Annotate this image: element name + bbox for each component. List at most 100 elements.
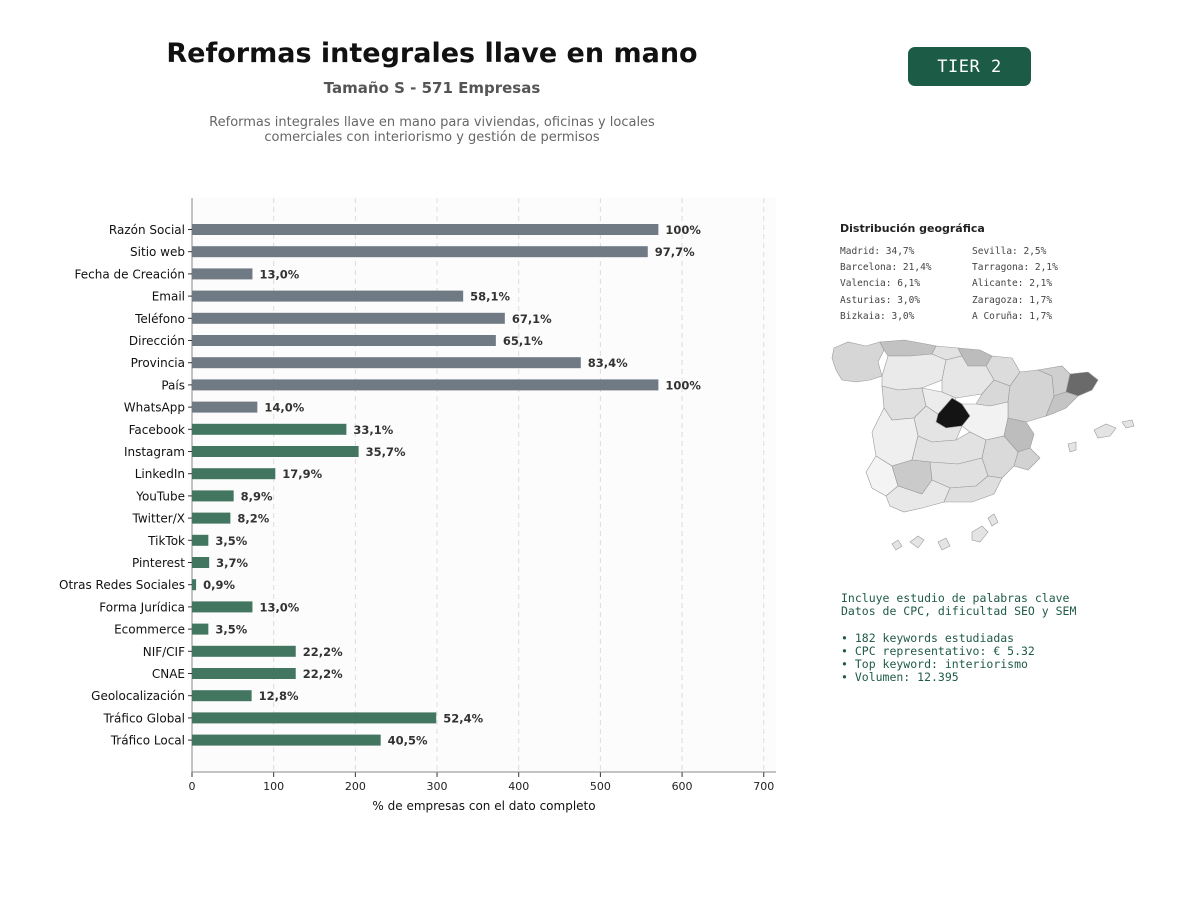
data-label: 35,7% [366, 445, 406, 459]
y-tick-label: LinkedIn [135, 467, 185, 481]
y-tick-label: Dirección [129, 334, 185, 348]
bar [192, 512, 231, 524]
data-label: 40,5% [388, 734, 428, 748]
bar [192, 579, 197, 591]
bar [192, 423, 347, 435]
map-region-canarias-5 [987, 513, 999, 527]
y-tick-label: TikTok [147, 534, 185, 548]
data-label: 8,9% [241, 489, 273, 503]
data-label: 22,2% [303, 667, 343, 681]
keywords-panel: Incluye estudio de palabras clave Datos … [841, 591, 1171, 685]
keyword-bullet: • Top keyword: interiorismo [841, 657, 1028, 672]
y-tick-label: Otras Redes Sociales [59, 578, 185, 592]
bar [192, 468, 276, 480]
bar [192, 557, 210, 568]
bar [192, 490, 234, 502]
map-region-canarias-4 [971, 525, 989, 543]
map-region-ibiza [1067, 441, 1077, 453]
x-tick-label: 600 [672, 780, 693, 793]
bar [192, 645, 296, 657]
map-region-asturias [879, 339, 937, 357]
keyword-bullet: • Volumen: 12.395 [841, 670, 959, 685]
y-tick-label: Razón Social [109, 223, 185, 237]
data-label: 100% [665, 223, 701, 237]
y-tick-label: Provincia [131, 356, 185, 370]
data-label: 12,8% [259, 689, 299, 703]
x-tick-label: 400 [508, 780, 529, 793]
y-tick-label: Fecha de Creación [75, 267, 185, 281]
bar [192, 734, 381, 746]
x-axis-label: % de empresas con el dato completo [372, 799, 595, 813]
geo-item: A Coruña: 1,7% [972, 310, 1053, 322]
bar [192, 335, 496, 346]
bar [192, 312, 505, 324]
bar [192, 446, 359, 457]
geo-item: Alicante: 2,1% [972, 278, 1053, 290]
y-tick-label: Tráfico Global [103, 711, 185, 725]
bar [192, 623, 209, 635]
bar [192, 690, 252, 702]
x-tick-label: 300 [427, 780, 448, 793]
y-tick-label: Geolocalización [91, 689, 185, 703]
x-tick-label: 100 [263, 780, 284, 793]
y-tick-label: WhatsApp [124, 401, 185, 415]
bar [192, 712, 437, 724]
description-line-1: Reformas integrales llave en mano para v… [209, 115, 655, 130]
map-region-barcelona [1065, 371, 1099, 397]
bar [192, 224, 659, 235]
data-label: 67,1% [512, 312, 552, 326]
geo-distribution-title: Distribución geográfica [840, 222, 985, 235]
y-tick-label: Teléfono [134, 312, 185, 326]
data-label: 3,7% [216, 556, 248, 570]
tier-badge: TIER 2 [908, 47, 1031, 86]
geo-item: Asturias: 3,0% [840, 294, 921, 306]
map-region-canarias-2 [909, 535, 925, 549]
data-label: 3,5% [215, 623, 247, 637]
data-label: 52,4% [443, 711, 483, 725]
y-tick-label: Twitter/X [132, 512, 185, 526]
keywords-bullets: • 182 keywords estudiadas • CPC represen… [841, 630, 1171, 685]
geo-item: Zaragoza: 1,7% [972, 294, 1053, 306]
x-tick-label: 700 [753, 780, 774, 793]
data-label: 0,9% [203, 578, 235, 592]
y-tick-label: País [161, 378, 185, 392]
data-label: 97,7% [655, 245, 695, 259]
map-region-menorca [1121, 419, 1135, 429]
data-label: 13,0% [259, 600, 299, 614]
keywords-line-1: Incluye estudio de palabras clave [841, 591, 1070, 605]
data-label: 17,9% [282, 467, 322, 481]
y-tick-label: Tráfico Local [110, 734, 185, 748]
keyword-bullet: • 182 keywords estudiadas [841, 630, 1015, 645]
geo-item: Barcelona: 21,4% [840, 262, 932, 274]
y-tick-label: Sitio web [130, 245, 185, 259]
geo-distribution-list: Madrid: 34,7% Sevilla: 2,5% Barcelona: 2… [840, 246, 1090, 327]
bar [192, 290, 464, 302]
map-region-mallorca [1093, 423, 1117, 439]
data-label: 83,4% [588, 356, 628, 370]
data-label: 100% [665, 378, 701, 392]
data-label: 8,2% [237, 512, 269, 526]
spain-map [831, 339, 1135, 551]
y-tick-label: Ecommerce [114, 623, 185, 637]
y-tick-label: NIF/CIF [143, 645, 185, 659]
y-tick-label: YouTube [135, 489, 185, 503]
page-subtitle: Tamaño S - 571 Empresas [323, 79, 541, 97]
bar [192, 246, 648, 258]
bar [192, 534, 209, 546]
map-region-galicia [831, 341, 885, 383]
bar [192, 601, 253, 613]
page-description: Reformas integrales llave en mano para v… [182, 115, 682, 145]
data-label: 3,5% [215, 534, 247, 548]
data-label: 13,0% [259, 267, 299, 281]
page-title: Reformas integrales llave en mano [166, 38, 698, 69]
geo-item: Valencia: 6,1% [840, 278, 921, 290]
bar [192, 401, 258, 413]
bar [192, 379, 659, 391]
y-tick-label: CNAE [152, 667, 185, 681]
keywords-line-2: Datos de CPC, dificultad SEO y SEM [841, 604, 1077, 619]
geo-item: Madrid: 34,7% [840, 246, 915, 257]
data-label: 58,1% [470, 290, 510, 304]
data-label: 33,1% [353, 423, 393, 437]
data-label: 14,0% [264, 401, 304, 415]
keyword-bullet: • CPC representativo: € 5.32 [841, 643, 1035, 658]
